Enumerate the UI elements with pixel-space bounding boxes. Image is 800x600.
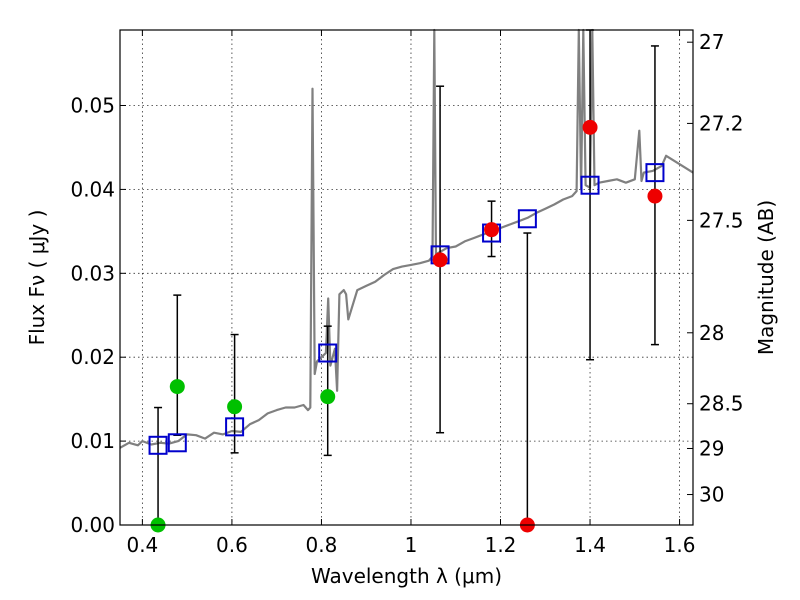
tick-label-layer: 0.4 0.6 0.8 1 1.2 1.4 1.6 0.00 0.01 0.02 0.03 0.04 0… xyxy=(70,30,743,557)
y2-tick-label: 27.5 xyxy=(699,208,744,232)
observed-point xyxy=(647,188,663,204)
y-tick-label: 0.00 xyxy=(70,513,115,537)
observed-points-layer xyxy=(150,119,663,533)
y-tick-label: 0.05 xyxy=(70,94,115,118)
y2-tick-label: 29 xyxy=(699,436,724,460)
y2-tick-label: 27.2 xyxy=(699,111,744,135)
y2-tick-label: 28.5 xyxy=(699,392,744,416)
grid-layer xyxy=(120,30,693,525)
x-tick-label: 1 xyxy=(405,533,418,557)
x-tick-label: 1.4 xyxy=(574,533,606,557)
tick-layer xyxy=(120,30,693,526)
model-photometry-square xyxy=(580,175,600,195)
model-photometry-square xyxy=(645,163,665,183)
y2-tick-label: 27 xyxy=(699,30,724,54)
y2-tick-label: 30 xyxy=(699,483,724,507)
observed-point xyxy=(320,389,336,405)
model-photometry-square xyxy=(318,343,338,363)
observed-point xyxy=(484,222,500,238)
model-photometry-square xyxy=(148,435,168,455)
y2-tick-label: 28 xyxy=(699,321,724,345)
x-axis-title: Wavelength λ (μm) xyxy=(311,564,502,588)
observed-point xyxy=(169,379,185,395)
observed-point xyxy=(227,399,243,415)
y-tick-label: 0.04 xyxy=(70,177,115,201)
plot-frame xyxy=(119,29,694,526)
model-photometry-square xyxy=(167,433,187,453)
x-tick-label: 0.4 xyxy=(126,533,158,557)
spectrum-line xyxy=(119,28,694,449)
x-tick-label: 0.8 xyxy=(306,533,338,557)
observed-point xyxy=(432,252,448,268)
spectrum-layer xyxy=(119,28,694,449)
model-photometry-square xyxy=(517,209,537,229)
y-tick-label: 0.03 xyxy=(70,261,115,285)
model-photometry-layer xyxy=(148,163,665,455)
y2-axis-title: Magnitude (AB) xyxy=(754,200,778,355)
model-photometry-square xyxy=(225,417,245,437)
observed-point xyxy=(582,119,598,135)
x-tick-label: 1.2 xyxy=(485,533,517,557)
y-tick-label: 0.01 xyxy=(70,429,115,453)
y-tick-label: 0.02 xyxy=(70,345,115,369)
y-axis-title: Flux Fν ( μJy ) xyxy=(25,210,49,346)
x-tick-label: 0.6 xyxy=(216,533,248,557)
x-tick-label: 1.6 xyxy=(664,533,696,557)
